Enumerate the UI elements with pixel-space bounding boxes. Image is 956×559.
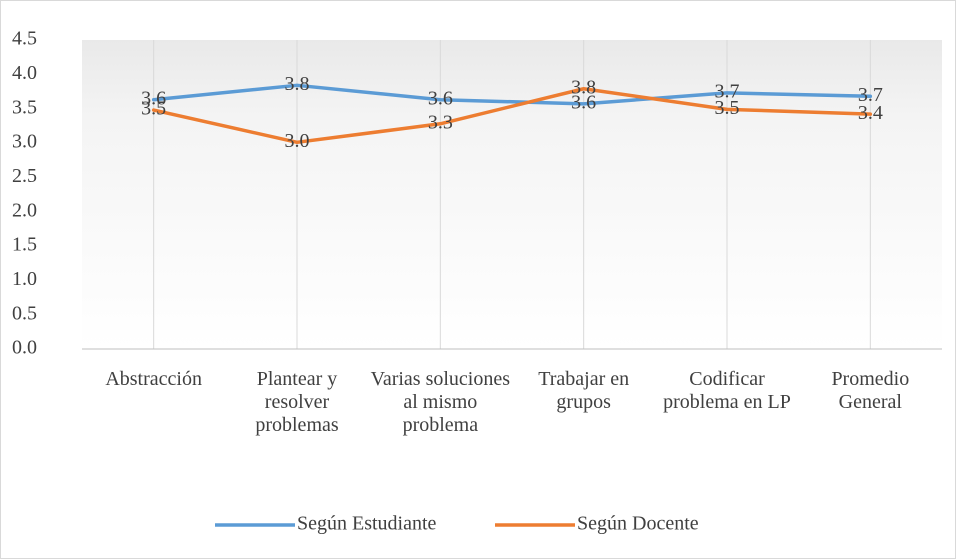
y-tick-label: 1.0 bbox=[12, 268, 37, 290]
data-label: 3.8 bbox=[285, 73, 310, 95]
data-label: 3.7 bbox=[715, 80, 740, 102]
x-tick-label: Plantear y resolver problemas bbox=[255, 368, 339, 436]
x-tick-label: Abstracción bbox=[105, 368, 202, 390]
data-label: 3.8 bbox=[571, 76, 596, 98]
data-label: 3.5 bbox=[715, 97, 740, 119]
y-tick-label: 2.5 bbox=[12, 165, 37, 187]
series-line bbox=[151, 83, 873, 106]
x-tick-label: Codificar problema en LP bbox=[663, 368, 791, 413]
y-tick-label: 4.0 bbox=[12, 62, 37, 84]
y-tick-label: 0.5 bbox=[12, 302, 37, 324]
data-label: 3.3 bbox=[428, 111, 453, 133]
y-tick-label: 3.5 bbox=[12, 96, 37, 118]
y-tick-label: 4.5 bbox=[12, 28, 37, 50]
plot-area bbox=[82, 40, 942, 349]
data-label: 3.6 bbox=[141, 87, 166, 109]
x-tick-label: Varias soluciones al mismo problema bbox=[370, 368, 511, 436]
series-line bbox=[151, 87, 873, 145]
legend-label: Según Estudiante bbox=[297, 513, 437, 535]
data-label: 3.6 bbox=[571, 91, 596, 113]
legend-label: Según Docente bbox=[577, 513, 699, 535]
data-label: 3.0 bbox=[285, 130, 310, 152]
data-label: 3.6 bbox=[428, 87, 453, 109]
data-label: 3.7 bbox=[858, 84, 883, 106]
data-label: 3.4 bbox=[858, 102, 883, 124]
y-tick-label: 2.0 bbox=[12, 199, 37, 221]
y-tick-label: 0.0 bbox=[12, 337, 37, 359]
x-tick-label: Trabajar en grupos bbox=[538, 368, 630, 413]
y-tick-label: 3.0 bbox=[12, 131, 37, 153]
data-label: 3.5 bbox=[141, 98, 166, 120]
y-tick-label: 1.5 bbox=[12, 234, 37, 256]
x-tick-label: Promedio General bbox=[831, 368, 910, 413]
